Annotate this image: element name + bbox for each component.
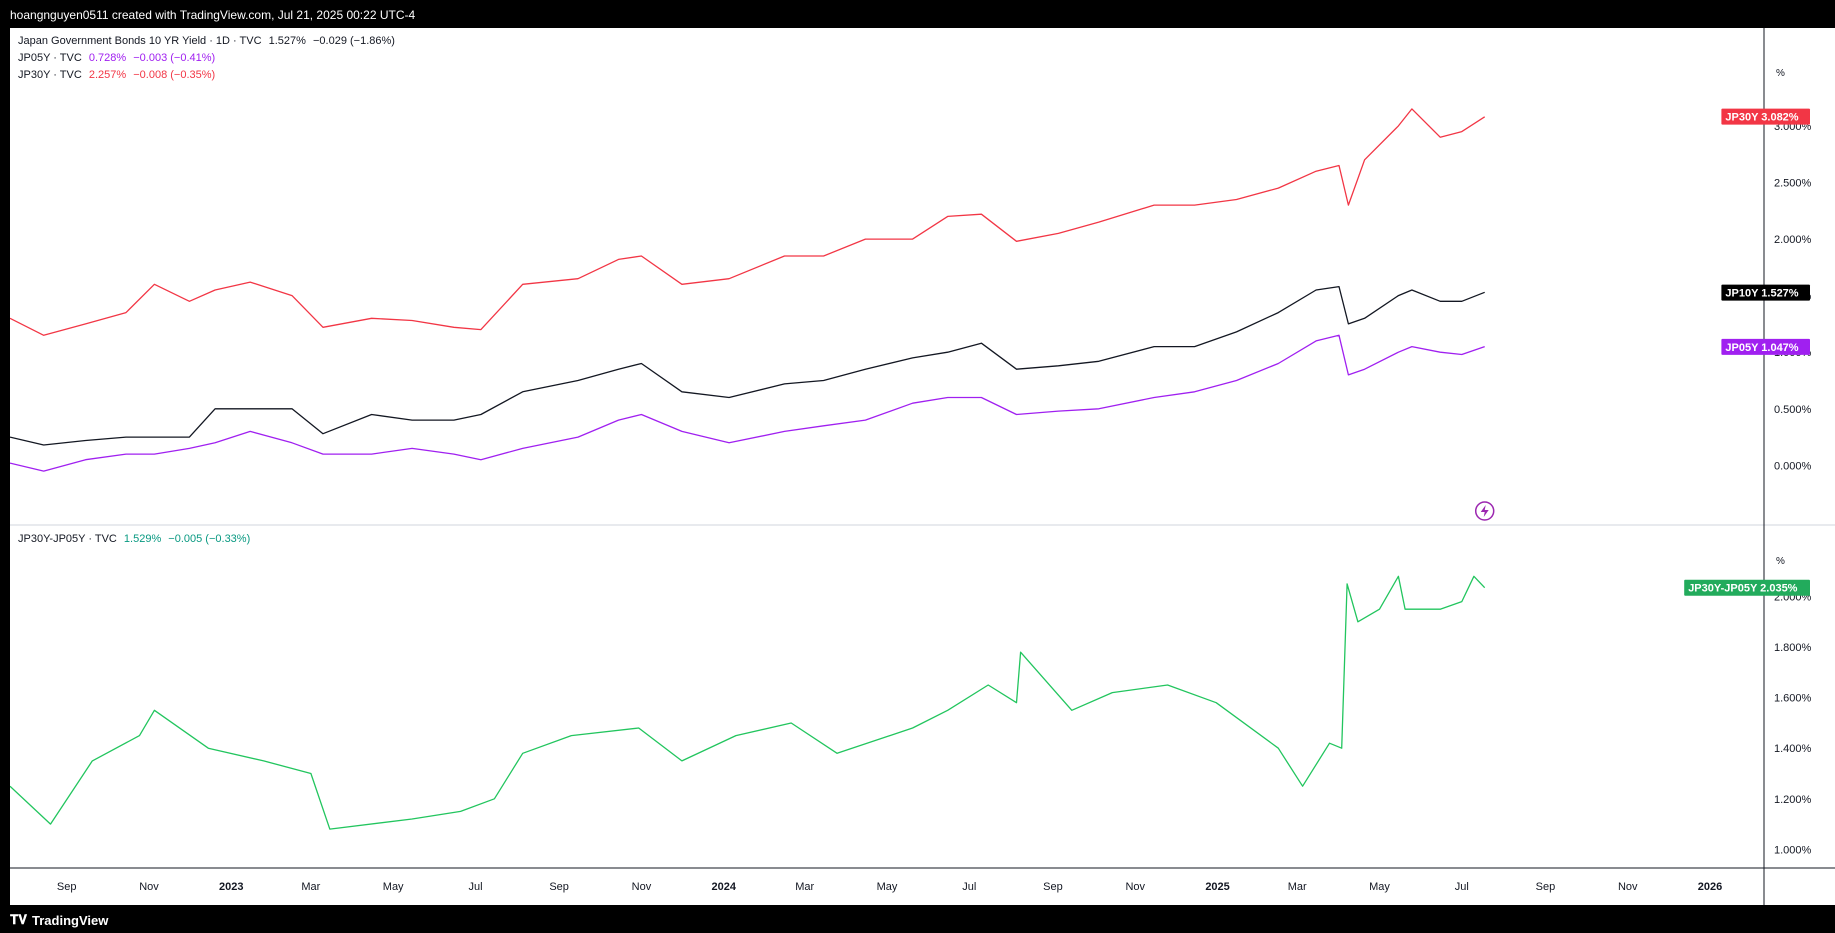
price-label-jp05y-box	[1721, 338, 1810, 355]
legend-jp30y-change: −0.008 (−0.35%)	[133, 69, 216, 81]
legend-spread-change: −0.005 (−0.33%)	[168, 533, 251, 545]
x-tick-label: Jul	[1455, 881, 1469, 893]
legend-jp10y: Japan Government Bonds 10 YR Yield · 1D …	[18, 35, 395, 47]
bottom-pane-unit-label: %	[1776, 556, 1785, 567]
x-tick-label: Nov	[632, 881, 652, 893]
x-tick-label: Mar	[795, 881, 814, 893]
top-pane-unit-label: %	[1776, 68, 1785, 79]
tradingview-brand[interactable]: 𝐓𝐕 TradingView	[10, 912, 108, 928]
legend-jp10y-value: 1.527%	[268, 35, 306, 47]
x-tick-label: 2025	[1205, 881, 1229, 893]
x-tick-label: 2024	[712, 881, 737, 893]
price-label-jp30y-jp05y: JP30Y-JP05Y 2.035%	[1688, 583, 1797, 595]
bottom-pane-y-tick-label: 1.800%	[1774, 642, 1812, 654]
x-tick-label: Sep	[549, 881, 569, 893]
price-label-jp30y-box	[1721, 108, 1810, 125]
lightning-icon-glyph	[1480, 505, 1489, 517]
series-line-jp05y	[10, 334, 1485, 472]
x-tick-label: Mar	[1288, 881, 1307, 893]
legend-spread: JP30Y-JP05Y · TVC 1.529% −0.005 (−0.33%)	[18, 533, 250, 545]
series-line-jp30y-jp05y	[10, 575, 1486, 830]
legend-jp30y-name: JP30Y · TVC	[18, 69, 82, 81]
x-tick-label: 2023	[219, 881, 243, 893]
x-tick-label: Jul	[468, 881, 482, 893]
bottom-pane-y-tick-label: 1.400%	[1774, 743, 1812, 755]
price-label-jp05y: JP05Y 1.047%	[1725, 342, 1798, 354]
legend-spread-value: 1.529%	[123, 533, 162, 545]
chart-canvas: %0.000%0.500%1.000%1.500%2.000%2.500%3.0…	[10, 28, 1835, 905]
legend-jp05y-value: 0.728%	[88, 52, 127, 64]
top-pane-y-tick-label: 0.000%	[1774, 460, 1812, 472]
x-tick-label: Sep	[57, 881, 77, 893]
bottom-pane-y-tick-label: 1.200%	[1774, 794, 1812, 806]
legend-jp05y-change: −0.003 (−0.41%)	[133, 52, 216, 64]
bottom-pane-y-tick-label: 1.000%	[1774, 844, 1812, 856]
x-tick-label: May	[877, 881, 898, 893]
x-tick-label: Mar	[301, 881, 320, 893]
x-tick-label: 2026	[1698, 881, 1722, 893]
x-tick-label: Sep	[1043, 881, 1063, 893]
header-text: hoangnguyen0511 created with TradingView…	[10, 8, 416, 22]
bottom-pane-y-tick-label: 1.600%	[1774, 693, 1812, 705]
chart-frame: %0.000%0.500%1.000%1.500%2.000%2.500%3.0…	[10, 28, 1835, 905]
series-line-jp30y	[10, 108, 1486, 336]
price-label-jp30y-jp05y-box	[1684, 579, 1810, 596]
legend-jp05y: JP05Y · TVC 0.728% −0.003 (−0.41%)	[18, 52, 215, 64]
x-tick-label: Nov	[1125, 881, 1145, 893]
top-pane-y-tick-label: 0.500%	[1774, 404, 1812, 416]
x-tick-label: Nov	[1618, 881, 1638, 893]
x-tick-label: May	[1369, 881, 1390, 893]
series-line-jp10y	[10, 285, 1485, 446]
x-tick-label: May	[383, 881, 404, 893]
bottom-bar: 𝐓𝐕 TradingView	[0, 905, 1835, 933]
top-pane-y-tick-label: 2.500%	[1774, 177, 1812, 189]
top-bar: hoangnguyen0511 created with TradingView…	[0, 0, 1835, 28]
price-label-jp10y: JP10Y 1.527%	[1725, 288, 1798, 300]
x-tick-label: Nov	[139, 881, 159, 893]
legend-jp10y-name: Japan Government Bonds 10 YR Yield · 1D …	[18, 35, 262, 47]
legend-jp05y-name: JP05Y · TVC	[18, 52, 82, 64]
brand-label: TradingView	[32, 912, 109, 928]
legend-jp30y-value: 2.257%	[88, 69, 127, 81]
legend-jp30y: JP30Y · TVC 2.257% −0.008 (−0.35%)	[18, 69, 215, 81]
tradingview-logo-icon: 𝐓𝐕	[10, 912, 27, 927]
x-tick-label: Sep	[1536, 881, 1556, 893]
price-label-jp30y: JP30Y 3.082%	[1725, 112, 1798, 124]
price-label-jp10y-box	[1721, 284, 1810, 301]
x-tick-label: Jul	[962, 881, 976, 893]
legend-jp10y-change: −0.029 (−1.86%)	[313, 35, 395, 47]
top-pane-y-tick-label: 2.000%	[1774, 234, 1812, 246]
legend-spread-name: JP30Y-JP05Y · TVC	[18, 533, 117, 545]
